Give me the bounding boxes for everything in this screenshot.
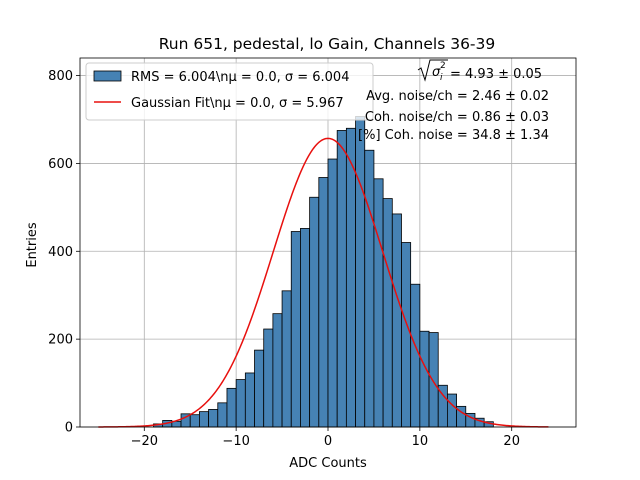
histogram-bar xyxy=(345,127,356,428)
histogram-bar xyxy=(244,372,255,428)
histogram-bar xyxy=(382,198,393,428)
histogram-bar xyxy=(318,177,329,428)
y-tick-label: 0 xyxy=(65,421,73,436)
x-tick-label: −10 xyxy=(222,434,249,449)
histogram-bar xyxy=(281,290,292,428)
legend-label-histogram: RMS = 6.004\nμ = 0.0, σ = 6.004 xyxy=(131,70,349,85)
histogram-bar xyxy=(327,158,338,428)
histogram-bar xyxy=(254,349,265,428)
sigma-symbol: σ xyxy=(432,65,441,80)
legend-frame xyxy=(85,62,374,121)
x-tick-label: −20 xyxy=(131,434,158,449)
histogram-bar xyxy=(410,283,421,428)
histogram-bar xyxy=(272,313,283,428)
sqrt-sign xyxy=(417,59,448,82)
y-tick-label: 200 xyxy=(48,333,73,348)
stat-coh-noise: Coh. noise/ch = 0.86 ± 0.03 xyxy=(365,110,549,125)
histogram-bar xyxy=(208,409,219,428)
histogram-bar xyxy=(364,149,375,428)
sigma-subscript: i xyxy=(440,73,443,83)
histogram-bar xyxy=(235,379,246,428)
legend: RMS = 6.004\nμ = 0.0, σ = 6.004 Gaussian… xyxy=(85,62,374,121)
histogram-bar xyxy=(263,328,274,428)
histogram-bar xyxy=(391,213,402,428)
sigma-superscript: 2 xyxy=(440,61,446,71)
x-tick-label: 0 xyxy=(324,434,332,449)
histogram-bar xyxy=(189,414,200,428)
stats-box: σ i 2 = 4.93 ± 0.05 Avg. noise/ch = 2.46… xyxy=(358,59,549,143)
y-tick-label: 600 xyxy=(48,157,73,172)
histogram-bar xyxy=(336,130,347,428)
x-axis-ticks: −20 −10 0 10 20 xyxy=(131,427,520,449)
histogram-bar xyxy=(290,231,301,428)
stat-coh-noise-percent: [%] Coh. noise = 34.8 ± 1.34 xyxy=(358,128,549,143)
histogram-bar xyxy=(217,402,228,428)
histogram-bar xyxy=(199,411,209,428)
histogram-bar xyxy=(226,387,237,428)
stat-sqrt-sigma: = 4.93 ± 0.05 xyxy=(450,67,542,82)
histogram-bar xyxy=(355,116,366,428)
histogram-bar xyxy=(419,330,430,428)
y-axis-ticks: 0 200 400 600 800 xyxy=(48,69,80,436)
stat-avg-noise: Avg. noise/ch = 2.46 ± 0.02 xyxy=(366,89,549,104)
histogram-bar xyxy=(300,228,311,428)
histogram-bars xyxy=(153,116,494,428)
y-tick-label: 800 xyxy=(48,69,73,84)
sqrt-sigma-symbol: σ i 2 xyxy=(417,59,448,83)
histogram-bar xyxy=(428,332,439,428)
histogram-bar xyxy=(447,393,457,428)
histogram-bar xyxy=(401,242,412,428)
legend-label-fit: Gaussian Fit\nμ = 0.0, σ = 5.967 xyxy=(131,96,344,111)
histogram-bar xyxy=(373,178,384,428)
gaussian-fit-curve xyxy=(98,137,549,428)
x-tick-label: 10 xyxy=(412,434,429,449)
chart-title: Run 651, pedestal, lo Gain, Channels 36-… xyxy=(159,35,496,53)
x-tick-label: 20 xyxy=(503,434,520,449)
x-axis-label: ADC Counts xyxy=(289,456,367,471)
legend-swatch-histogram xyxy=(93,70,122,82)
y-tick-label: 400 xyxy=(48,245,73,260)
histogram-bar xyxy=(309,196,320,428)
y-axis-label: Entries xyxy=(25,222,40,268)
